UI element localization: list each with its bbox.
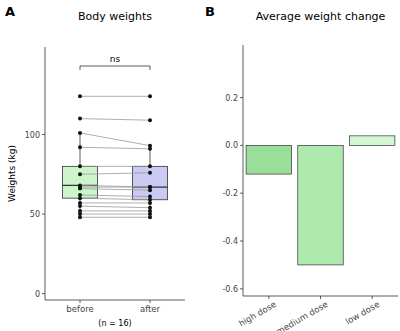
x-tick [372,296,373,299]
whisker-high [80,133,81,166]
y-tick [42,214,45,215]
bar [246,145,291,174]
y-axis-line [45,47,46,300]
y-tick-label: -0.2 [222,189,238,198]
bar [349,136,394,146]
y-tick-label: -0.4 [222,237,238,246]
figure: A Body weights 0 50 100 Weights (kg) before aft… [0,0,400,331]
x-tick [268,296,269,299]
y-tick-label: 50 [30,210,40,219]
pair-line [80,187,150,188]
y-tick [42,293,45,294]
pair-line [80,214,150,215]
annotation: ns [110,54,121,64]
title: Body weights [78,10,152,23]
pair-line [80,173,150,175]
y-tick-label: 100 [25,131,40,140]
y-tick [240,288,243,289]
title: Average weight change [256,10,386,23]
box [63,166,98,198]
point [148,94,152,98]
y-tick-label: 0.0 [225,141,238,150]
x-tick-label: after [140,304,161,314]
panel-label: A [5,4,15,19]
y-tick [240,193,243,194]
x-tick [80,300,81,303]
x-tick-label: low dose [344,299,381,326]
point [78,145,82,149]
point [148,164,152,168]
box [133,166,168,199]
point [78,94,82,98]
y-tick-label: 0.2 [225,94,238,103]
y-tick [240,145,243,146]
y-axis-label: Weights (kg) [7,145,17,202]
pair-line [80,217,150,218]
y-axis-line [243,45,244,296]
point [78,204,82,208]
x-tick [320,296,321,299]
x-axis-line [45,300,185,301]
point [78,164,82,168]
pair-line [80,198,150,200]
pair-line [80,189,150,191]
point [148,201,152,205]
pair-line [80,185,150,187]
point [78,117,82,121]
x-tick-label: high dose [237,299,278,328]
x-tick-label: before [66,304,93,314]
pair-line [80,133,150,146]
pair-line [80,147,150,149]
bar [298,145,343,265]
y-tick [240,241,243,242]
point [148,215,152,219]
pair-line [80,166,150,167]
plot-area [246,136,395,265]
point [78,131,82,135]
point [148,147,152,151]
x-tick [150,300,151,303]
y-tick [42,134,45,135]
x-axis-label: (n = 16) [98,319,131,328]
point [148,118,152,122]
panel-label: B [205,4,215,19]
pair-line [80,119,150,121]
pair-line [80,210,150,211]
pair-line [80,202,150,203]
y-tick [240,97,243,98]
bracket [80,66,150,70]
y-tick-label: -0.6 [222,285,238,294]
point [78,215,82,219]
point [148,171,152,175]
plot-area [63,94,168,219]
point [78,172,82,176]
point [78,187,82,191]
x-tick-label: medium dose [274,299,329,331]
y-tick-label: 0 [35,290,40,299]
pair-line [80,195,150,197]
point [78,196,82,200]
pair-line [80,96,150,97]
point [148,188,152,192]
pair-line [80,206,150,208]
